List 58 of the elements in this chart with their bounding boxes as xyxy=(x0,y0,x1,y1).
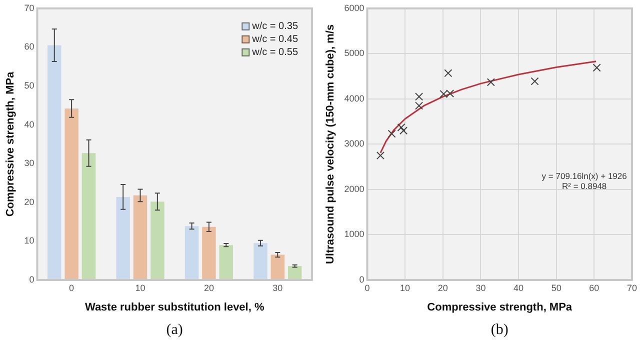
bar xyxy=(82,153,96,280)
y-tick-label: 50 xyxy=(24,80,34,90)
y-tick-label: 5000 xyxy=(344,48,364,58)
annotation: R² = 0.8948 xyxy=(562,181,607,192)
y-tick-label: 4000 xyxy=(344,93,364,104)
bar xyxy=(116,196,130,280)
point xyxy=(530,77,539,86)
y-tick-label: 30 xyxy=(24,158,34,168)
x-tick-label: 0 xyxy=(69,282,74,293)
y-tick-label: 20 xyxy=(24,196,34,207)
x-tick-label: 40 xyxy=(514,282,524,293)
x-tick-label: 10 xyxy=(135,282,146,293)
x-axis-title: Waste rubber substitution level, % xyxy=(84,301,264,314)
y-tick-label: 0 xyxy=(29,274,34,284)
y-tick-label: 40 xyxy=(24,119,34,130)
bar xyxy=(184,226,199,280)
point xyxy=(376,151,384,160)
y-tick-label: 3000 xyxy=(344,138,364,149)
point xyxy=(486,78,495,86)
bar xyxy=(202,226,216,280)
bar xyxy=(270,254,285,280)
x-tick-label: 20 xyxy=(438,282,448,293)
text: (b) xyxy=(490,322,508,338)
bar xyxy=(48,45,62,280)
annotation: y = 709.16ln(x) + 1926 xyxy=(542,171,628,182)
y-tick-label: 0 xyxy=(359,274,364,284)
x-axis-title: Compressive strength, MPa xyxy=(427,301,573,314)
bar xyxy=(254,243,268,280)
bar xyxy=(219,245,233,280)
y-tick-label: 1000 xyxy=(344,229,364,240)
bar xyxy=(133,195,148,280)
point xyxy=(592,64,601,72)
bar xyxy=(64,108,78,280)
y-tick-label: 70 xyxy=(24,2,34,13)
bar xyxy=(150,202,164,280)
y-tick-label: 6000 xyxy=(344,2,364,13)
x-tick-label: 30 xyxy=(476,282,486,293)
legend-label: w/c = 0.55 xyxy=(251,47,298,58)
x-tick-label: 30 xyxy=(272,282,283,293)
y-tick-label: 10 xyxy=(24,236,34,246)
legend-label: w/c = 0.45 xyxy=(251,34,298,46)
x-tick-label: 60 xyxy=(589,282,600,293)
y-axis-title: Compressive strength, MPa xyxy=(4,70,17,217)
point xyxy=(400,126,408,135)
text: (a) xyxy=(166,322,183,338)
point xyxy=(440,90,448,98)
x-tick-label: 70 xyxy=(626,282,637,293)
x-tick-label: 10 xyxy=(400,282,410,293)
y-axis-title: Ultrasound pulse velocity (150-mm cube), m/s xyxy=(324,24,337,264)
legend-label: w/c = 0.35 xyxy=(251,21,298,32)
y-tick-label: 60 xyxy=(24,42,34,52)
point xyxy=(388,130,396,138)
x-tick-label: 20 xyxy=(204,282,214,293)
point xyxy=(397,123,406,132)
y-tick-label: 2000 xyxy=(344,184,364,194)
point xyxy=(444,69,452,78)
point xyxy=(446,89,454,98)
x-tick-label: 50 xyxy=(551,282,562,293)
